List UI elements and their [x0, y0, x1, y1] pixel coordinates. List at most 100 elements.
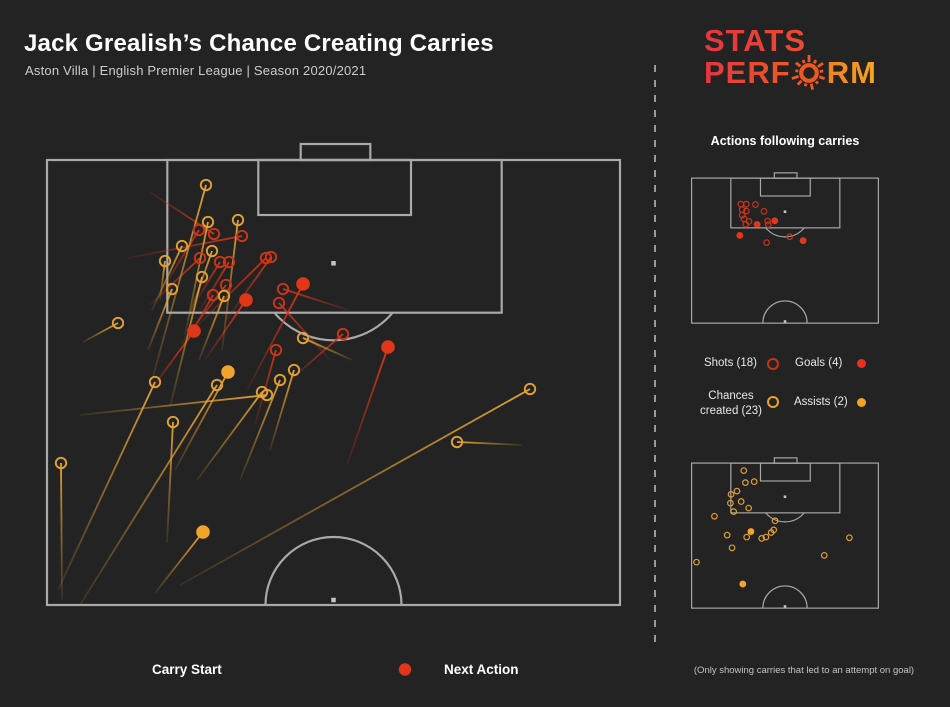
panel-divider [654, 65, 656, 647]
carry-end-chance [158, 254, 172, 268]
carry-end-goal [187, 324, 201, 338]
carry-line-chance [196, 391, 263, 481]
carry-end-chance [148, 375, 162, 389]
carry-end-shot [193, 251, 207, 265]
carry-line-chance [302, 337, 353, 361]
carry-end-shot [276, 282, 290, 296]
carry-line-assist [154, 531, 204, 594]
carry-line-chance [239, 379, 281, 481]
panel-heading: Actions following carries [710, 134, 860, 148]
shot-marker-icon [767, 358, 779, 370]
chance-point [727, 499, 734, 507]
carry-end-chance [165, 282, 179, 296]
carry-line-chance [151, 184, 207, 381]
carry-end-goal [296, 277, 310, 291]
mini-pitch-chances [691, 457, 879, 609]
carry-line-shot [162, 229, 200, 289]
logo-word-rm: RM [826, 55, 877, 90]
chance-point [820, 551, 828, 559]
carry-end-goal [239, 293, 253, 307]
chance-point [745, 504, 753, 512]
carry-end-assist [196, 525, 210, 539]
carry-end-chance [287, 363, 301, 377]
chance-point [727, 491, 735, 498]
chance-point [750, 478, 758, 486]
goal-point [736, 232, 744, 239]
page-title: Jack Grealish’s Chance Creating Carries [24, 30, 494, 57]
carry-end-shot [192, 223, 206, 237]
carry-end-chance [166, 415, 180, 429]
carry-line-goal [246, 283, 304, 391]
carry-line-assist [174, 371, 229, 471]
assist-point [739, 580, 747, 588]
carry-line-shot [127, 235, 243, 259]
carry-end-chance [175, 239, 189, 253]
assist-point [747, 528, 755, 535]
carry-end-chance [111, 316, 125, 330]
carry-end-chance [210, 378, 224, 392]
chance-point [740, 467, 748, 474]
carry-end-shot [213, 255, 227, 269]
legend-label-chances: Chances created (23) [699, 390, 762, 417]
chance-point [728, 544, 736, 552]
carry-legend-line [262, 663, 412, 676]
goal-marker-icon [857, 359, 866, 368]
goal-point [771, 217, 779, 225]
carry-line-shot [194, 257, 267, 329]
carry-line-chance [179, 388, 531, 586]
shot-point [760, 207, 768, 215]
assist-marker-icon [857, 398, 866, 407]
shot-point [786, 233, 794, 241]
chance-point [762, 533, 770, 541]
legend-label-goals: Goals (4) [795, 357, 843, 369]
carry-line-chance [79, 394, 268, 416]
carry-line-chance [269, 369, 295, 451]
shot-point [738, 211, 746, 219]
main-pitch [45, 142, 622, 607]
chance-point [770, 526, 778, 534]
shot-point [763, 239, 770, 246]
chance-point [723, 531, 731, 539]
carry-line-chance [456, 441, 523, 446]
carry-line-chance [79, 384, 218, 606]
logo-word-stats: STATS [704, 25, 877, 56]
next-action-label: Next Action [444, 662, 519, 677]
carry-end-chance [273, 373, 287, 387]
chance-point [758, 535, 766, 542]
carry-end-assist [221, 365, 235, 379]
carry-end-shot [222, 255, 236, 269]
carry-end-shot [336, 327, 350, 341]
carry-end-chance [231, 213, 245, 227]
logo-word-perf: PERF [704, 55, 791, 90]
carry-end-chance [217, 289, 231, 303]
chance-point [771, 517, 779, 525]
chance-point [693, 558, 700, 566]
carry-end-chance [201, 215, 215, 229]
chance-point [730, 508, 738, 516]
carry-end-shot [269, 343, 283, 357]
carry-line-shot [196, 261, 221, 301]
carry-end-shot [259, 251, 273, 265]
carry-line-shot [224, 256, 272, 323]
carry-end-shot [235, 229, 249, 243]
carry-end-chance [205, 244, 219, 258]
carry-line-chance [147, 288, 173, 351]
carry-line-goal [204, 299, 247, 361]
carry-line-chance [82, 322, 119, 343]
goal-point [753, 220, 761, 228]
carry-end-shot [272, 296, 286, 310]
shot-point [743, 200, 750, 208]
carry-end-chance [54, 456, 68, 470]
carry-line-goal [346, 346, 389, 466]
shot-point [742, 221, 750, 228]
chance-point [742, 479, 749, 486]
shot-point [764, 217, 771, 225]
shot-point [752, 201, 759, 208]
goal-point [799, 237, 807, 245]
footnote: (Only showing carries that led to an att… [693, 665, 915, 676]
shot-point [764, 221, 772, 229]
carry-line-chance [60, 462, 63, 601]
carry-line-shot [199, 261, 230, 311]
carry-start-label: Carry Start [152, 662, 222, 677]
